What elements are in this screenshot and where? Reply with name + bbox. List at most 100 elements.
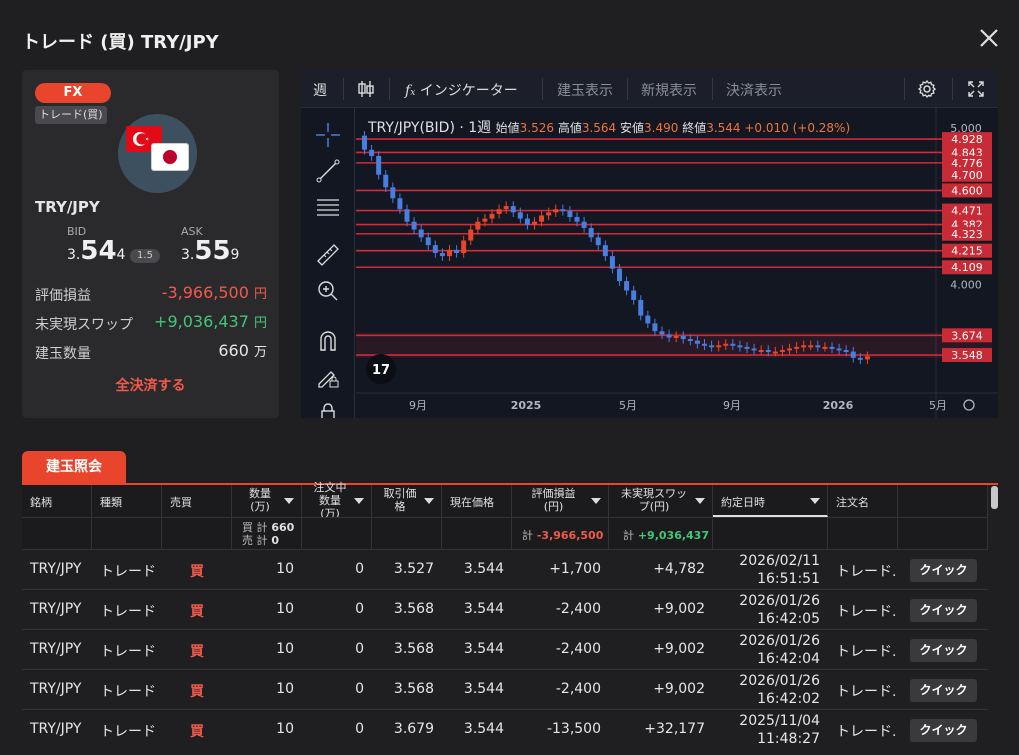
settings-gear-icon[interactable] xyxy=(917,79,937,103)
column-header[interactable]: 銘柄 xyxy=(22,485,92,517)
cell-pending: 0 xyxy=(355,721,364,737)
column-header-label: 注文名 xyxy=(836,496,869,509)
candle-body xyxy=(539,215,545,222)
legend-part: 3.544 xyxy=(706,121,744,135)
column-header[interactable]: 注文名 xyxy=(828,485,898,517)
column-header[interactable]: 評価損益 (円) xyxy=(512,485,609,517)
cell-pending: 0 xyxy=(355,641,364,657)
quick-close-button[interactable]: クイック xyxy=(910,559,977,582)
candle-body xyxy=(659,331,665,335)
column-header[interactable] xyxy=(898,485,988,517)
column-header[interactable]: 現在価格 xyxy=(442,485,512,517)
toolbar-divider xyxy=(904,78,905,100)
column-header[interactable]: 売買 xyxy=(162,485,232,517)
magnet-icon[interactable] xyxy=(315,328,341,354)
cell-trade-price: 3.679 xyxy=(393,721,434,737)
settlement-view-button[interactable]: 決済表示 xyxy=(726,83,782,99)
zoom-in-icon[interactable] xyxy=(315,278,341,304)
cell-datetime: 2026/02/11 16:51:51 xyxy=(739,552,820,588)
swap-row: 未実現スワップ +9,036,437 円 xyxy=(35,312,267,334)
cell-order-name: トレード. xyxy=(836,644,897,660)
column-header[interactable]: 数量 (万) xyxy=(232,485,302,517)
swap-unit: 円 xyxy=(253,316,267,331)
window-title: トレード (買) TRY/JPY xyxy=(22,32,219,53)
candle-body xyxy=(751,348,757,351)
quick-close-button[interactable]: クイック xyxy=(910,639,977,662)
close-icon[interactable] xyxy=(977,26,1001,50)
cell-swap: +32,177 xyxy=(644,721,705,737)
sell-total: 0 xyxy=(271,534,279,547)
sort-arrow-icon[interactable] xyxy=(695,498,705,504)
candle-body xyxy=(631,290,637,300)
pnl-row: 評価損益 -3,966,500 円 xyxy=(35,283,267,305)
candle-body xyxy=(787,348,792,351)
column-header[interactable]: 注文中 数量 (万) xyxy=(302,481,372,520)
fib-lines-icon[interactable] xyxy=(315,194,341,220)
crosshair-icon[interactable] xyxy=(315,122,341,148)
table-row[interactable]: TRY/JPY トレード 買 10 0 3.568 3.544 -2,400 +9,002 202… xyxy=(22,589,988,629)
sort-arrow-icon[interactable] xyxy=(810,498,820,504)
ruler-icon[interactable] xyxy=(315,242,341,268)
bid-price[interactable]: 3.544 xyxy=(67,236,125,266)
cell-order-name: トレード. xyxy=(836,724,897,740)
table-row[interactable]: TRY/JPY トレード 買 10 0 3.679 3.544 -13,500 +32,177 2… xyxy=(22,709,988,749)
column-header[interactable]: 未実現スワッ プ(円) xyxy=(609,485,713,517)
candlestick-type-icon[interactable] xyxy=(357,79,375,103)
table-row[interactable]: TRY/JPY トレード 買 10 0 3.568 3.544 -2,400 +9,002 202… xyxy=(22,669,988,709)
toolbar-divider xyxy=(952,78,953,100)
position-summary-panel: FX トレード(買) TRY/JPY BID ASK 3.544 1.5 3.5… xyxy=(22,70,279,418)
qty-label: 建玉数量 xyxy=(35,346,91,362)
cell-qty: 10 xyxy=(276,641,294,657)
chart-legend: TRY/JPY(BID) · 1週 始値3.526 高値3.564 安値3.49… xyxy=(367,120,850,136)
lock-icon[interactable] xyxy=(315,400,341,418)
cell-qty: 10 xyxy=(276,681,294,697)
lock-drawing-icon[interactable] xyxy=(315,364,341,390)
quick-close-button[interactable]: クイック xyxy=(910,599,977,622)
new-order-view-button[interactable]: 新規表示 xyxy=(641,83,697,99)
candle-body xyxy=(779,350,785,353)
sort-arrow-icon[interactable] xyxy=(284,498,294,504)
pnl-total-value: -3,966,500 xyxy=(536,529,604,542)
table-scrollbar[interactable] xyxy=(991,486,998,509)
cell-pending: 0 xyxy=(355,601,364,617)
candle-body xyxy=(864,356,870,360)
cell-pending: 0 xyxy=(355,561,364,577)
cell-symbol: TRY/JPY xyxy=(30,681,82,697)
position-view-button[interactable]: 建玉表示 xyxy=(557,83,613,99)
close-all-button[interactable]: 全決済する xyxy=(115,378,186,394)
trend-line-icon[interactable] xyxy=(315,158,341,184)
candle-body xyxy=(850,351,856,358)
cell-order-name: トレード. xyxy=(836,564,897,580)
candle-body xyxy=(744,346,750,349)
function-icon: fx xyxy=(405,83,416,99)
cell-side: 買 xyxy=(190,564,204,580)
ask-price[interactable]: 3.559 xyxy=(181,236,239,266)
table-row[interactable]: TRY/JPY トレード 買 10 0 3.527 3.544 +1,700 +4,782 202… xyxy=(22,549,988,589)
price-label-box xyxy=(942,328,992,343)
cell-pending: 0 xyxy=(355,681,364,697)
table-row[interactable]: TRY/JPY トレード 買 10 0 3.568 3.544 -2,400 +9,002 202… xyxy=(22,629,988,669)
candle-body xyxy=(822,346,828,349)
sort-arrow-icon[interactable] xyxy=(424,498,434,504)
candle-body xyxy=(772,351,778,354)
japan-flag-icon xyxy=(152,144,188,170)
drawing-tools-sidebar xyxy=(301,108,355,418)
column-header[interactable]: 取引価 格 xyxy=(372,485,442,517)
tab-positions[interactable]: 建玉照会 xyxy=(22,451,126,484)
bid-label: BID xyxy=(67,225,87,238)
sort-arrow-icon[interactable] xyxy=(354,498,364,504)
indicator-button[interactable]: fx インジケーター xyxy=(405,80,518,100)
column-header-label: 評価損益 (円) xyxy=(531,487,576,513)
price-label-box xyxy=(942,155,992,170)
quick-close-button[interactable]: クイック xyxy=(910,719,977,742)
candlestick-chart[interactable]: 5.0004.9004.7004.0004.9284.8434.7764.700… xyxy=(356,108,998,418)
fullscreen-icon[interactable] xyxy=(967,80,985,102)
y-tick-label: 4.000 xyxy=(950,278,982,291)
candle-body xyxy=(673,335,679,338)
chart-plot-area[interactable]: 5.0004.9004.7004.0004.9284.8434.7764.700… xyxy=(356,108,998,418)
quick-close-button[interactable]: クイック xyxy=(910,679,977,702)
column-header[interactable]: 種類 xyxy=(92,485,162,517)
interval-button[interactable]: 週 xyxy=(313,83,327,99)
column-header[interactable]: 約定日時 xyxy=(713,485,828,517)
sort-arrow-icon[interactable] xyxy=(591,498,601,504)
